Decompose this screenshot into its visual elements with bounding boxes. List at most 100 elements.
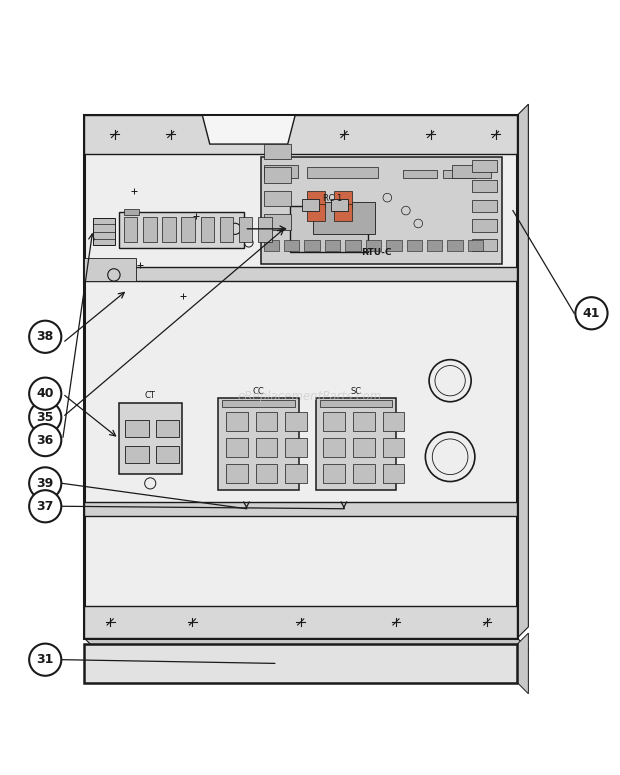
- Bar: [386, 239, 402, 251]
- Bar: [331, 199, 348, 211]
- Bar: [472, 180, 497, 192]
- Bar: [407, 239, 422, 251]
- Circle shape: [575, 297, 608, 329]
- Text: 35: 35: [37, 411, 54, 424]
- Bar: [301, 199, 319, 211]
- Bar: [84, 502, 517, 515]
- Bar: [222, 400, 295, 408]
- Bar: [156, 420, 179, 437]
- Circle shape: [29, 491, 61, 522]
- Bar: [427, 239, 443, 251]
- Bar: [200, 217, 214, 242]
- Bar: [162, 217, 175, 242]
- Text: RTU-C: RTU-C: [361, 248, 392, 257]
- Bar: [353, 438, 374, 457]
- Bar: [323, 438, 345, 457]
- Bar: [307, 167, 378, 178]
- Bar: [383, 412, 404, 432]
- Bar: [125, 420, 149, 437]
- Bar: [383, 463, 404, 484]
- Bar: [353, 463, 374, 484]
- Bar: [226, 412, 247, 432]
- Bar: [304, 239, 320, 251]
- Text: RC 1: RC 1: [323, 195, 342, 203]
- Bar: [325, 239, 340, 251]
- Polygon shape: [517, 633, 528, 694]
- Bar: [255, 438, 277, 457]
- Text: 36: 36: [37, 433, 54, 446]
- Bar: [255, 412, 277, 432]
- Bar: [260, 157, 502, 264]
- Polygon shape: [84, 638, 528, 649]
- Bar: [403, 170, 437, 178]
- Circle shape: [29, 643, 61, 676]
- Polygon shape: [517, 104, 528, 638]
- Bar: [226, 438, 247, 457]
- Bar: [226, 463, 247, 484]
- Bar: [353, 412, 374, 432]
- Bar: [119, 403, 182, 474]
- Bar: [264, 239, 279, 251]
- Bar: [119, 212, 244, 248]
- Bar: [307, 204, 326, 222]
- Circle shape: [29, 321, 61, 353]
- Bar: [255, 463, 277, 484]
- Text: 37: 37: [37, 500, 54, 513]
- Bar: [264, 167, 291, 183]
- Bar: [93, 218, 115, 245]
- Bar: [383, 438, 404, 457]
- Bar: [264, 191, 291, 206]
- Bar: [334, 204, 352, 222]
- Bar: [285, 438, 307, 457]
- Bar: [264, 215, 291, 230]
- Text: CC: CC: [252, 387, 264, 395]
- Bar: [258, 217, 272, 242]
- Bar: [472, 160, 497, 172]
- Bar: [125, 446, 149, 463]
- Bar: [84, 644, 517, 683]
- Bar: [284, 239, 299, 251]
- Bar: [472, 239, 497, 251]
- Bar: [285, 463, 307, 484]
- Bar: [366, 239, 381, 251]
- Text: SC: SC: [350, 387, 361, 395]
- Bar: [239, 217, 252, 242]
- Bar: [143, 217, 157, 242]
- Bar: [290, 205, 368, 252]
- Bar: [84, 267, 517, 281]
- Text: 38: 38: [37, 330, 54, 343]
- Bar: [219, 217, 233, 242]
- Bar: [84, 258, 136, 281]
- Bar: [319, 400, 392, 408]
- Bar: [345, 239, 361, 251]
- Bar: [84, 115, 517, 153]
- Bar: [448, 239, 463, 251]
- Bar: [84, 115, 517, 638]
- Bar: [472, 199, 497, 212]
- Bar: [156, 446, 179, 463]
- Bar: [218, 398, 299, 490]
- Polygon shape: [202, 115, 295, 144]
- Bar: [285, 412, 307, 432]
- Text: eReplacementParts.com: eReplacementParts.com: [238, 391, 382, 403]
- Bar: [452, 165, 490, 178]
- Bar: [84, 606, 517, 638]
- Bar: [467, 239, 483, 251]
- Text: 40: 40: [37, 388, 54, 400]
- Bar: [264, 165, 298, 178]
- Bar: [264, 144, 291, 160]
- Text: 31: 31: [37, 653, 54, 666]
- Circle shape: [29, 401, 61, 433]
- Bar: [316, 398, 396, 490]
- Text: 39: 39: [37, 477, 54, 490]
- Circle shape: [29, 377, 61, 410]
- Bar: [124, 208, 139, 215]
- Text: CT: CT: [145, 391, 156, 401]
- Bar: [323, 412, 345, 432]
- Bar: [472, 219, 497, 232]
- Bar: [181, 217, 195, 242]
- Bar: [334, 191, 352, 208]
- Circle shape: [29, 424, 61, 456]
- Bar: [124, 217, 138, 242]
- Bar: [323, 463, 345, 484]
